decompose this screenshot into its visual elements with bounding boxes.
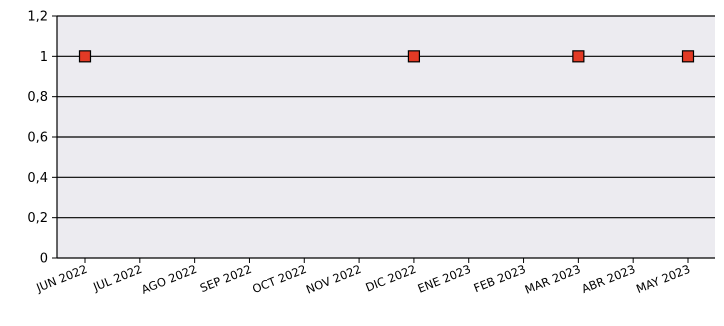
x-tick-label: JUL 2022 [90,262,144,295]
data-points [78,50,695,63]
x-tick-label: SEP 2022 [198,262,254,295]
y-axis-ticks: 0 0,2 0,4 0,6 0,8 1 1,2 [27,10,57,267]
y-tick-label: 0,4 [27,171,48,186]
x-tick-label: AGO 2022 [139,262,199,297]
data-point [681,50,695,63]
x-tick-label: JUN 2022 [33,262,89,295]
x-tick-label: NOV 2022 [304,262,363,297]
x-tick-label: FEB 2023 [472,262,528,295]
data-point [572,50,585,63]
data-point [407,50,421,63]
x-tick-label: MAY 2023 [634,262,692,296]
x-tick-label: DIC 2022 [363,262,418,295]
y-tick-label: 0,6 [27,131,48,146]
x-tick-label: OCT 2022 [250,262,308,296]
y-tick-label: 0,2 [27,211,48,226]
y-tick-label: 0 [40,252,48,267]
y-tick-label: 1,2 [27,10,48,25]
y-tick-label: 0,8 [27,90,48,105]
data-point [78,50,92,63]
grid-lines [57,15,715,219]
x-tick-label: MAR 2023 [523,262,583,297]
x-tick-label: ABR 2023 [580,262,638,296]
y-tick-label: 1 [40,50,48,65]
x-tick-label: ENE 2023 [416,262,473,296]
